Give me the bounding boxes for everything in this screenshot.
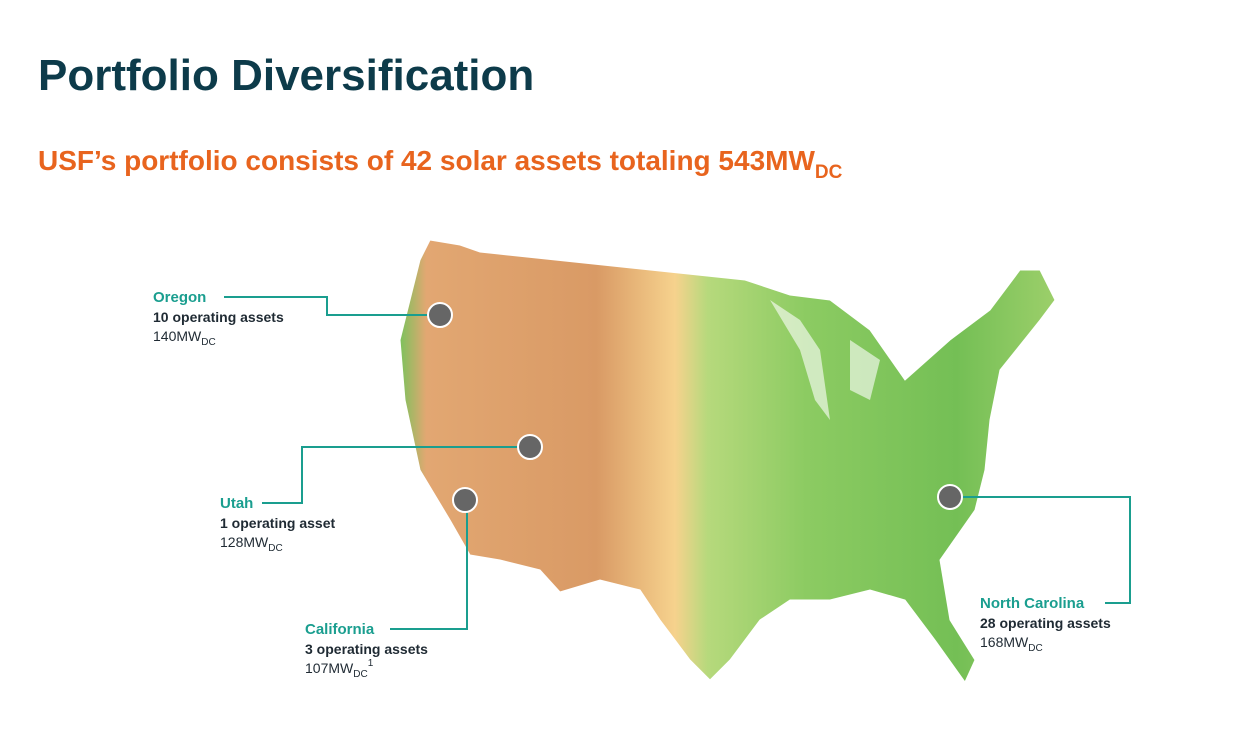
subtitle-subscript: DC: [815, 162, 843, 183]
capacity: 107MWDC1: [305, 658, 374, 680]
leader-line: [390, 500, 468, 630]
site-marker: [517, 434, 543, 460]
site-marker: [427, 302, 453, 328]
us-map: [399, 239, 1056, 683]
subtitle-text: USF’s portfolio consists of 42 solar ass…: [38, 145, 815, 176]
title: Portfolio Diversification: [38, 51, 534, 100]
asset-count: 3 operating assets: [305, 641, 428, 657]
subtitle: USF’s portfolio consists of 42 solar ass…: [38, 145, 843, 183]
footnote-marker: 1: [368, 658, 374, 669]
state-name: California: [305, 621, 375, 638]
great-lakes: [770, 300, 830, 420]
callout: California 3 operating assets 107MWDC1: [305, 621, 428, 680]
great-lakes: [850, 340, 880, 400]
capacity: 128MWDC: [220, 534, 283, 554]
callout: Oregon 10 operating assets 140MWDC: [153, 289, 284, 348]
site-marker: [452, 487, 478, 513]
leader-line: [224, 296, 440, 316]
leader-line: [262, 446, 530, 504]
capacity: 140MWDC: [153, 328, 216, 348]
leader-line: [950, 496, 1131, 604]
asset-count: 28 operating assets: [980, 615, 1111, 631]
state-name: Oregon: [153, 289, 206, 306]
capacity-unit: DC: [353, 669, 367, 680]
capacity-value: 128MW: [220, 534, 269, 550]
capacity: 168MWDC: [980, 634, 1043, 654]
site-marker: [937, 484, 963, 510]
capacity-unit: DC: [1028, 643, 1042, 654]
asset-count: 10 operating assets: [153, 309, 284, 325]
callout: Utah 1 operating asset 128MWDC: [220, 495, 335, 554]
capacity-value: 140MW: [153, 328, 202, 344]
capacity-value: 168MW: [980, 634, 1029, 650]
capacity-unit: DC: [268, 543, 282, 554]
capacity-value: 107MW: [305, 660, 354, 676]
callout: North Carolina 28 operating assets 168MW…: [980, 595, 1111, 654]
state-name: Utah: [220, 495, 253, 512]
capacity-unit: DC: [201, 337, 215, 348]
asset-count: 1 operating asset: [220, 515, 335, 531]
state-name: North Carolina: [980, 595, 1085, 612]
